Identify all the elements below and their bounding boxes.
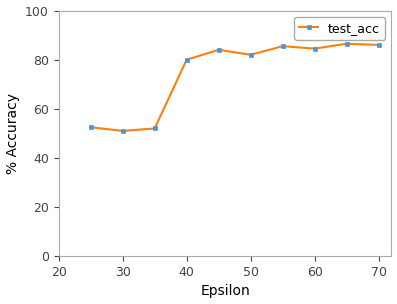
test_acc xyxy=(248,53,253,57)
test_acc xyxy=(216,48,221,52)
test_acc xyxy=(88,125,93,129)
Legend: test_acc: test_acc xyxy=(295,17,385,40)
Y-axis label: % Accuracy: % Accuracy xyxy=(6,93,19,174)
test_acc xyxy=(280,44,285,48)
test_acc xyxy=(184,58,189,61)
test_acc xyxy=(152,127,157,130)
test_acc xyxy=(344,42,349,46)
test_acc xyxy=(376,43,381,47)
Line: test_acc: test_acc xyxy=(89,42,381,133)
test_acc xyxy=(120,129,125,133)
X-axis label: Epsilon: Epsilon xyxy=(200,285,250,299)
test_acc xyxy=(312,47,317,50)
